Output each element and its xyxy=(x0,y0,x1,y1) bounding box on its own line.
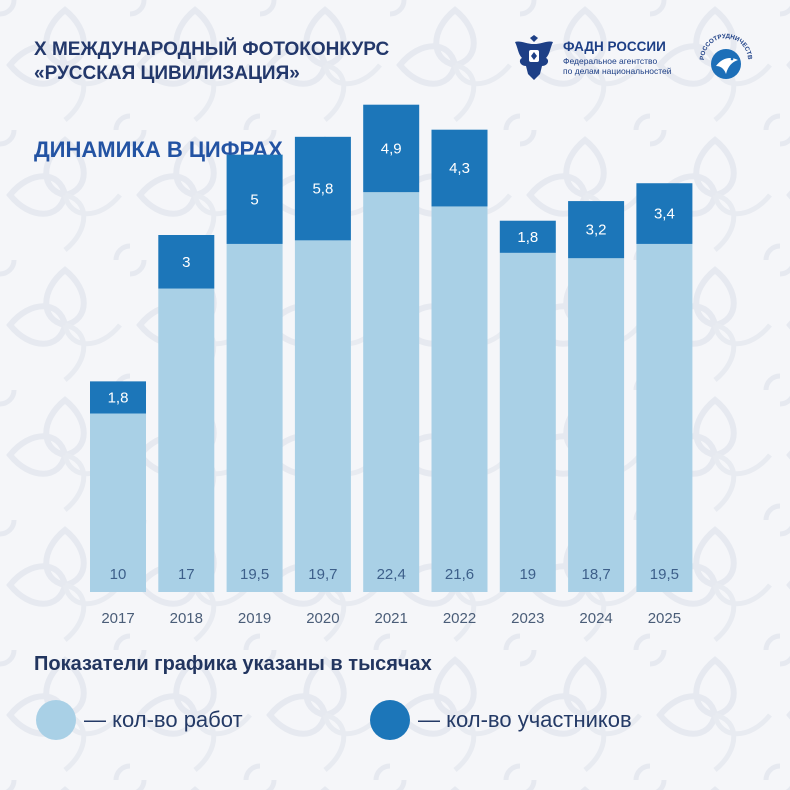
x-tick-label-2025: 2025 xyxy=(648,610,681,627)
bar-works-2018 xyxy=(158,288,215,592)
x-tick-label-2017: 2017 xyxy=(101,610,134,627)
bar-participants-2021 xyxy=(363,104,420,193)
data-label-works-2020: 19,7 xyxy=(308,566,337,583)
bar-participants-2024 xyxy=(568,201,625,259)
x-tick-label-2018: 2018 xyxy=(170,610,203,627)
footnote: Показатели графика указаны в тысячах xyxy=(34,653,432,675)
bar-works-2019 xyxy=(226,243,283,593)
x-tick-label-2021: 2021 xyxy=(375,610,408,627)
data-label-participants-2024: 3,2 xyxy=(586,222,607,239)
legend-item-works: — кол-во работ xyxy=(36,700,243,740)
data-label-participants-2020: 5,8 xyxy=(312,181,333,198)
bar-participants-2025 xyxy=(636,183,693,244)
bar-works-2017 xyxy=(90,413,146,592)
rossotrudnichestvo-emblem: РОССОТРУДНИЧЕСТВО xyxy=(696,30,753,79)
x-tick-label-2020: 2020 xyxy=(306,610,339,627)
data-label-works-2025: 19,5 xyxy=(650,566,679,583)
legend-swatch-participants xyxy=(370,700,410,740)
data-label-works-2017: 10 xyxy=(110,566,127,583)
bar-works-2021 xyxy=(363,192,420,592)
data-label-participants-2019: 5 xyxy=(250,191,258,208)
fadn-name: ФАДН РОССИИ xyxy=(563,39,666,54)
data-label-works-2024: 18,7 xyxy=(581,566,610,583)
bar-works-2022 xyxy=(431,206,488,592)
data-label-participants-2025: 3,4 xyxy=(654,206,675,223)
data-label-works-2019: 19,5 xyxy=(240,566,269,583)
x-tick-label-2024: 2024 xyxy=(579,610,612,627)
data-label-participants-2023: 1,8 xyxy=(517,229,538,246)
bar-works-2023 xyxy=(499,252,556,592)
fadn-subtitle: Федеральное агентство по делам националь… xyxy=(563,56,672,76)
legend-swatch-works xyxy=(36,700,76,740)
data-label-works-2018: 17 xyxy=(178,566,195,583)
data-label-participants-2018: 3 xyxy=(182,254,190,271)
bar-works-2025 xyxy=(636,243,693,593)
stacked-bar-chart: 10 1,8 2017 17 3 2018 19,5 5 2019 19,7 5,8 2020 22,4… xyxy=(90,104,693,627)
contest-title-line2: «РУССКАЯ ЦИВИЛИЗАЦИЯ» xyxy=(34,63,300,84)
rossotrudnichestvo-logo: РОССОТРУДНИЧЕСТВО xyxy=(696,30,756,90)
bar-participants-2023 xyxy=(499,220,556,253)
data-label-works-2023: 19 xyxy=(519,566,536,583)
x-tick-label-2023: 2023 xyxy=(511,610,544,627)
double-headed-eagle-icon xyxy=(515,35,553,80)
bar-participants-2020 xyxy=(294,136,351,241)
fadn-subtitle-line2: по делам национальностей xyxy=(563,66,672,76)
contest-title: X МЕЖДУНАРОДНЫЙ ФОТОКОНКУРС «РУССКАЯ ЦИВ… xyxy=(34,38,389,86)
x-tick-label-2022: 2022 xyxy=(443,610,476,627)
data-label-works-2022: 21,6 xyxy=(445,566,474,583)
bar-participants-2019 xyxy=(226,154,283,244)
x-tick-label-2019: 2019 xyxy=(238,610,271,627)
bar-participants-2017 xyxy=(90,381,146,414)
data-label-participants-2017: 1,8 xyxy=(108,389,129,406)
legend-label-participants: — кол-во участников xyxy=(418,707,632,732)
bar-works-2024 xyxy=(568,258,625,592)
data-label-works-2021: 22,4 xyxy=(377,566,406,583)
legend-item-participants: — кол-во участников xyxy=(370,700,632,740)
bar-works-2020 xyxy=(294,240,351,593)
contest-title-line1: X МЕЖДУНАРОДНЫЙ ФОТОКОНКУРС xyxy=(34,39,390,60)
fadn-logo: ФАДН РОССИИ Федеральное агентство по дел… xyxy=(512,34,692,82)
data-label-participants-2022: 4,3 xyxy=(449,160,470,177)
bar-participants-2022 xyxy=(431,129,488,207)
legend-label-works: — кол-во работ xyxy=(84,707,243,732)
data-label-participants-2021: 4,9 xyxy=(381,140,402,157)
fadn-subtitle-line1: Федеральное агентство xyxy=(563,56,658,66)
bar-participants-2018 xyxy=(158,235,215,289)
